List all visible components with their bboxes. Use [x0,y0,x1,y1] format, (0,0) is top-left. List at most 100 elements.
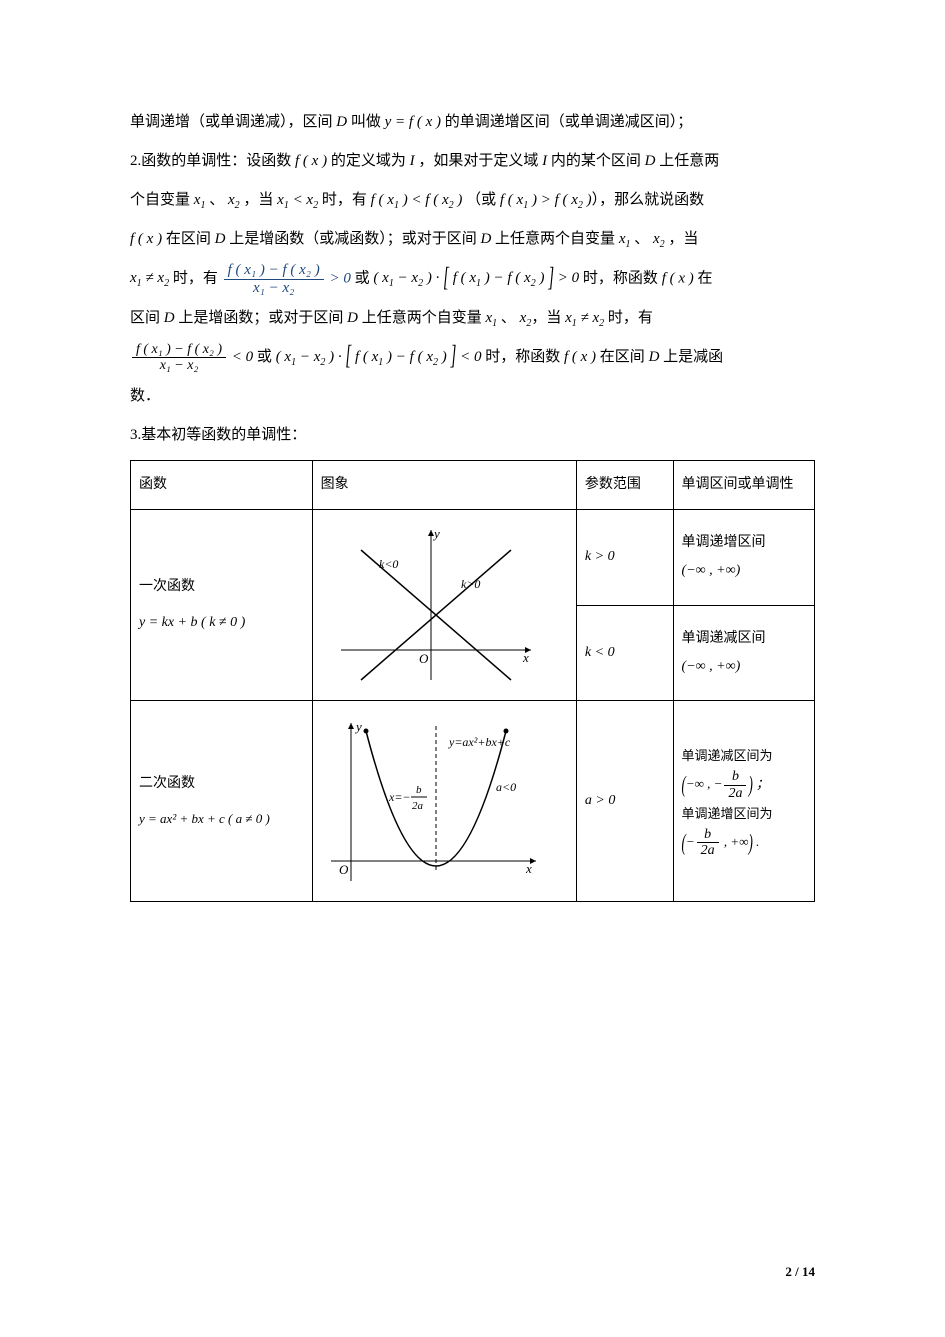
t: 上任意两个自变量 [491,231,619,247]
sym-x1nex2: x1 ≠ x2 [565,310,604,326]
monotonicity-table: 函数 图象 参数范围 单调区间或单调性 一次函数 y = kx + b ( k … [130,460,815,902]
para-6: 区间 D 上是增函数；或对于区间 D 上任意两个自变量 x1 、 x2，当 x1… [130,302,815,335]
table-row-quadratic: 二次函数 y = ax² + bx + c ( a ≠ 0 ) [131,701,815,902]
sym-D: D [480,231,491,247]
frac-den: x₁ − x₂ [224,280,324,297]
t: 、 [630,231,653,247]
sym-prodpos: ( x1 − x2 ) · [ f ( x1 ) − f ( x2 ) ] > … [373,270,579,286]
para-7: f ( x₁ ) − f ( x₂ ) x₁ − x₂ < 0 或 ( x1 −… [130,341,815,374]
sym-x1nex2: x1 ≠ x2 [130,270,169,286]
axis-y-label: y [354,719,362,734]
sym-fx: f ( x ) [662,270,694,286]
t: 3.基本初等函数的单调性： [130,427,306,443]
sym-fx1ltfx2: f ( x1 ) < f ( x2 ) [371,192,463,208]
para-1: 单调递增（或单调递减），区间 D 叫做 y = f ( x ) 的单调递增区间（… [130,106,815,139]
para-2: 2.函数的单调性：设函数 f ( x ) 的定义域为 I ，如果对于定义域 I … [130,145,815,178]
cell-apos-mono: 单调递减区间为 (−∞ , −b2a) ； 单调递增区间为 (−b2a , +∞… [673,701,814,902]
t: 在区间 [162,231,215,247]
interval-2: (−b2a , +∞) . [682,827,806,859]
kpos-label: k>0 [461,577,480,591]
cell-apos: a > 0 [576,701,673,902]
t: 叫做 [347,114,385,130]
sym-D: D [649,349,660,365]
sym-x1: x1 [194,192,206,208]
t: 时，有 [604,310,653,326]
axis-x-label: x [522,650,529,665]
t: 上是减函 [659,349,723,365]
origin-label: O [419,651,429,666]
t: 或 [257,349,276,365]
t: 上是增函数；或对于区间 [175,310,348,326]
quadratic-graph: y x O y=ax²+bx+c a<0 x=− b 2a [321,711,551,891]
sym-x1: x1 [619,231,631,247]
t: 数． [130,388,160,404]
sym-x2: x2 [653,231,665,247]
t: 上任意两个自变量 [358,310,486,326]
t: 、 [205,192,228,208]
interval: (−∞ , +∞) [682,653,806,681]
t: 上任意两 [655,153,719,169]
t: 在区间 [596,349,649,365]
sym-fx: f ( x ) [564,349,596,365]
t: 的单调递增区间（或单调递减区间）； [441,114,692,130]
svg-text:2a: 2a [412,800,424,812]
sym-x1ltx2: x1 < x2 [277,192,318,208]
t: 2.函数的单调性：设函数 [130,153,295,169]
t: 在 [694,270,713,286]
t: ，当 [531,310,565,326]
cell-kneg: k < 0 [576,605,673,701]
interval: (−∞ , +∞) [682,557,806,585]
sym-fx: f ( x ) [130,231,162,247]
t: 时，有 [318,192,371,208]
t: ，当 [240,192,278,208]
cell-quad-graph: y x O y=ax²+bx+c a<0 x=− b 2a [312,701,576,902]
t: 的定义域为 [327,153,410,169]
sym-fx1gtfx2: f ( x1 ) > f ( x2 ) [500,192,592,208]
cell-kneg-mono: 单调递减区间 (−∞ , +∞) [673,605,814,701]
t: 个自变量 [130,192,194,208]
page-footer: 2 / 14 [785,1258,815,1287]
page-sep: / [792,1264,802,1279]
linear-name: 一次函数 [139,573,304,601]
sym-yfx: y = f ( x ) [385,114,441,130]
para-3: 个自变量 x1 、 x2 ，当 x1 < x2 时，有 f ( x1 ) < f… [130,184,815,217]
svg-text:b: b [416,784,422,796]
frac-num: f ( x₁ ) − f ( x₂ ) [224,262,324,280]
t: ），那么就说函数 [592,192,705,208]
kneg-label: k<0 [379,557,398,571]
quad-name: 二次函数 [139,770,304,798]
sym-lt0: < 0 [228,349,253,365]
t: 或 [355,270,374,286]
eq-label: y=ax²+bx+c [448,735,511,749]
t: 时，称函数 [481,349,564,365]
cell-linear-func: 一次函数 y = kx + b ( k ≠ 0 ) [131,510,313,701]
sym-D: D [645,153,656,169]
cell-quad-func: 二次函数 y = ax² + bx + c ( a ≠ 0 ) [131,701,313,902]
sym-x2: x2 [520,310,532,326]
para-4: f ( x ) 在区间 D 上是增函数（或减函数）；或对于区间 D 上任意两个自… [130,223,815,256]
frac-den: x₁ − x₂ [132,358,226,373]
sym-D: D [164,310,175,326]
cell-linear-graph: y x O k>0 k<0 [312,510,576,701]
t: 单调递减区间 [682,625,806,653]
sym-gt0: > 0 [326,270,351,286]
t: 单调递减区间为 [682,743,806,769]
origin-label: O [339,862,349,877]
th-graph: 图象 [312,461,576,510]
t: 时，有 [169,270,218,286]
cell-kpos-mono: 单调递增区间 (−∞ , +∞) [673,510,814,606]
t: 区间 [130,310,164,326]
sym-x2: x2 [228,192,240,208]
sym-fx: f ( x ) [295,153,327,169]
frac-diffquotient: f ( x₁ ) − f ( x₂ ) x₁ − x₂ [224,262,324,296]
t: 时，称函数 [579,270,662,286]
sym-x1: x1 [485,310,497,326]
sym-D: D [215,231,226,247]
t: 内的某个区间 [547,153,645,169]
axis-x-label: x [525,861,532,876]
t: （或 [462,192,500,208]
aneg-label: a<0 [496,780,516,794]
table-header-row: 函数 图象 参数范围 单调区间或单调性 [131,461,815,510]
vertexx-pre: x=− [388,790,411,804]
page-total: 14 [802,1264,815,1279]
